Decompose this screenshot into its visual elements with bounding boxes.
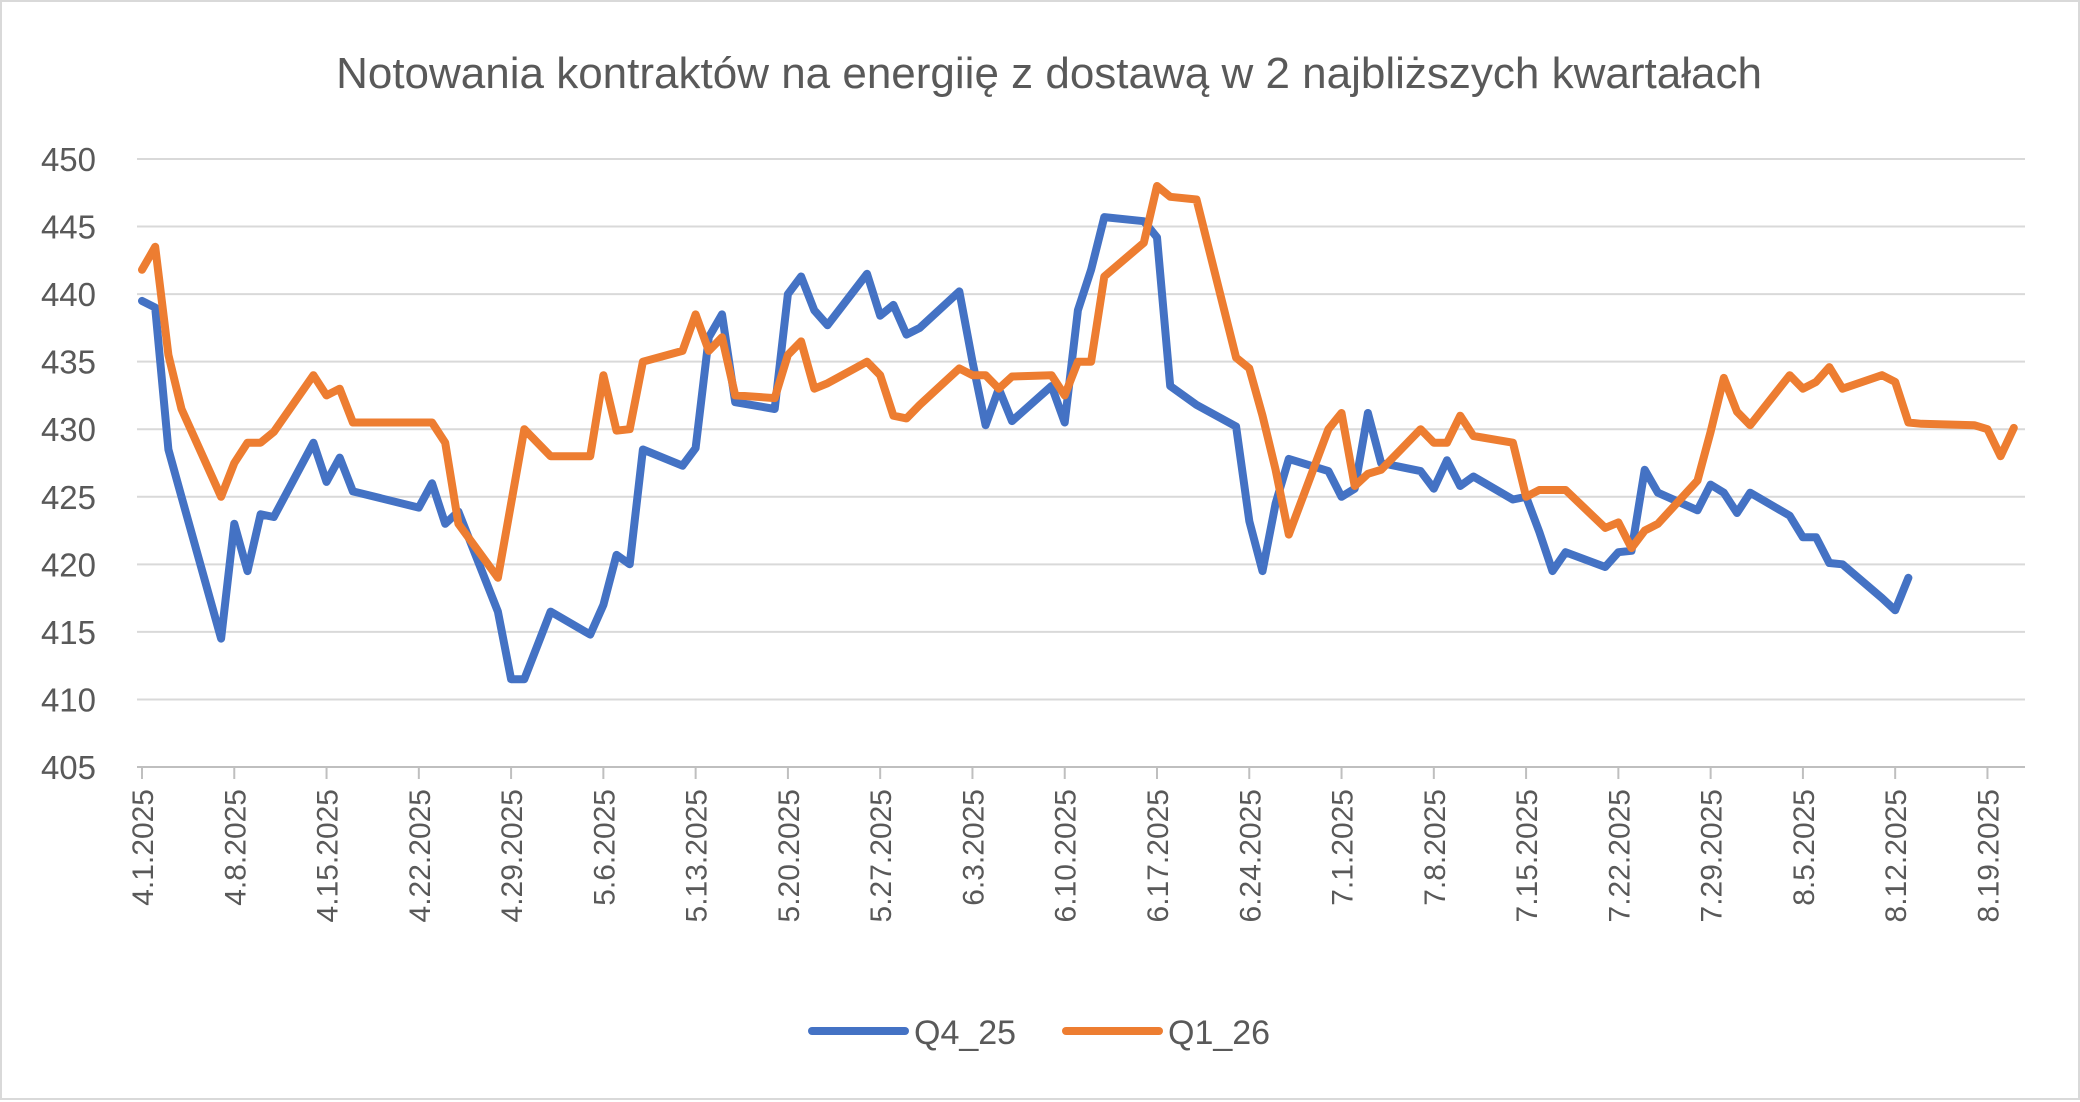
y-tick-label-445: 445 <box>41 209 96 246</box>
y-tick-label-410: 410 <box>41 681 96 718</box>
legend: Q4_25 Q1_26 <box>808 1014 1270 1052</box>
x-tick-label-5.27.2025: 5.27.2025 <box>865 789 898 922</box>
x-tick-label-4.1.2025: 4.1.2025 <box>127 789 160 906</box>
x-tick-label-6.17.2025: 6.17.2025 <box>1142 789 1175 922</box>
x-tick-label-5.20.2025: 5.20.2025 <box>773 789 806 922</box>
x-tick-label-7.1.2025: 7.1.2025 <box>1327 789 1360 906</box>
x-tick-label-8.19.2025: 8.19.2025 <box>1972 789 2005 922</box>
y-tick-label-430: 430 <box>41 411 96 448</box>
y-tick-label-415: 415 <box>41 614 96 651</box>
x-tick-label-7.8.2025: 7.8.2025 <box>1419 789 1452 906</box>
x-tick-label-7.22.2025: 7.22.2025 <box>1603 789 1636 922</box>
x-tick-label-7.29.2025: 7.29.2025 <box>1696 789 1729 922</box>
legend-label-q1-26: Q1_26 <box>1168 1014 1270 1052</box>
x-axis: 4.1.2025 4.8.2025 4.15.2025 4.22.2025 4.29.2… <box>127 766 2025 922</box>
x-tick-label-7.15.2025: 7.15.2025 <box>1511 789 1544 922</box>
chart-title: Notowania kontraktów na energiię z dosta… <box>336 49 1762 98</box>
y-tick-label-450: 450 <box>41 141 96 178</box>
series-line-q1-26 <box>138 182 2018 582</box>
x-tick-label-4.15.2025: 4.15.2025 <box>312 789 345 922</box>
y-tick-label-440: 440 <box>41 276 96 313</box>
y-axis-tick-labels: 405 410 415 420 425 430 435 440 445 450 <box>41 141 96 786</box>
legend-label-q4-25: Q4_25 <box>914 1014 1016 1052</box>
x-tick-label-8.5.2025: 8.5.2025 <box>1788 789 1821 906</box>
x-tick-label-8.12.2025: 8.12.2025 <box>1880 789 1913 922</box>
x-tick-label-5.6.2025: 5.6.2025 <box>588 789 621 906</box>
y-tick-label-420: 420 <box>41 546 96 583</box>
series-line-q4-25 <box>138 213 1913 684</box>
x-tick-label-6.10.2025: 6.10.2025 <box>1050 789 1083 922</box>
x-tick-label-5.13.2025: 5.13.2025 <box>681 789 714 922</box>
x-tick-label-6.3.2025: 6.3.2025 <box>957 789 990 906</box>
series-lines <box>138 182 2018 684</box>
x-tick-label-4.22.2025: 4.22.2025 <box>404 789 437 922</box>
y-tick-label-435: 435 <box>41 344 96 381</box>
y-tick-label-405: 405 <box>41 749 96 786</box>
x-tick-label-4.8.2025: 4.8.2025 <box>219 789 252 906</box>
y-tick-label-425: 425 <box>41 479 96 516</box>
grid-lines <box>137 158 2025 701</box>
x-tick-label-6.24.2025: 6.24.2025 <box>1234 789 1267 922</box>
x-tick-label-4.29.2025: 4.29.2025 <box>496 789 529 922</box>
